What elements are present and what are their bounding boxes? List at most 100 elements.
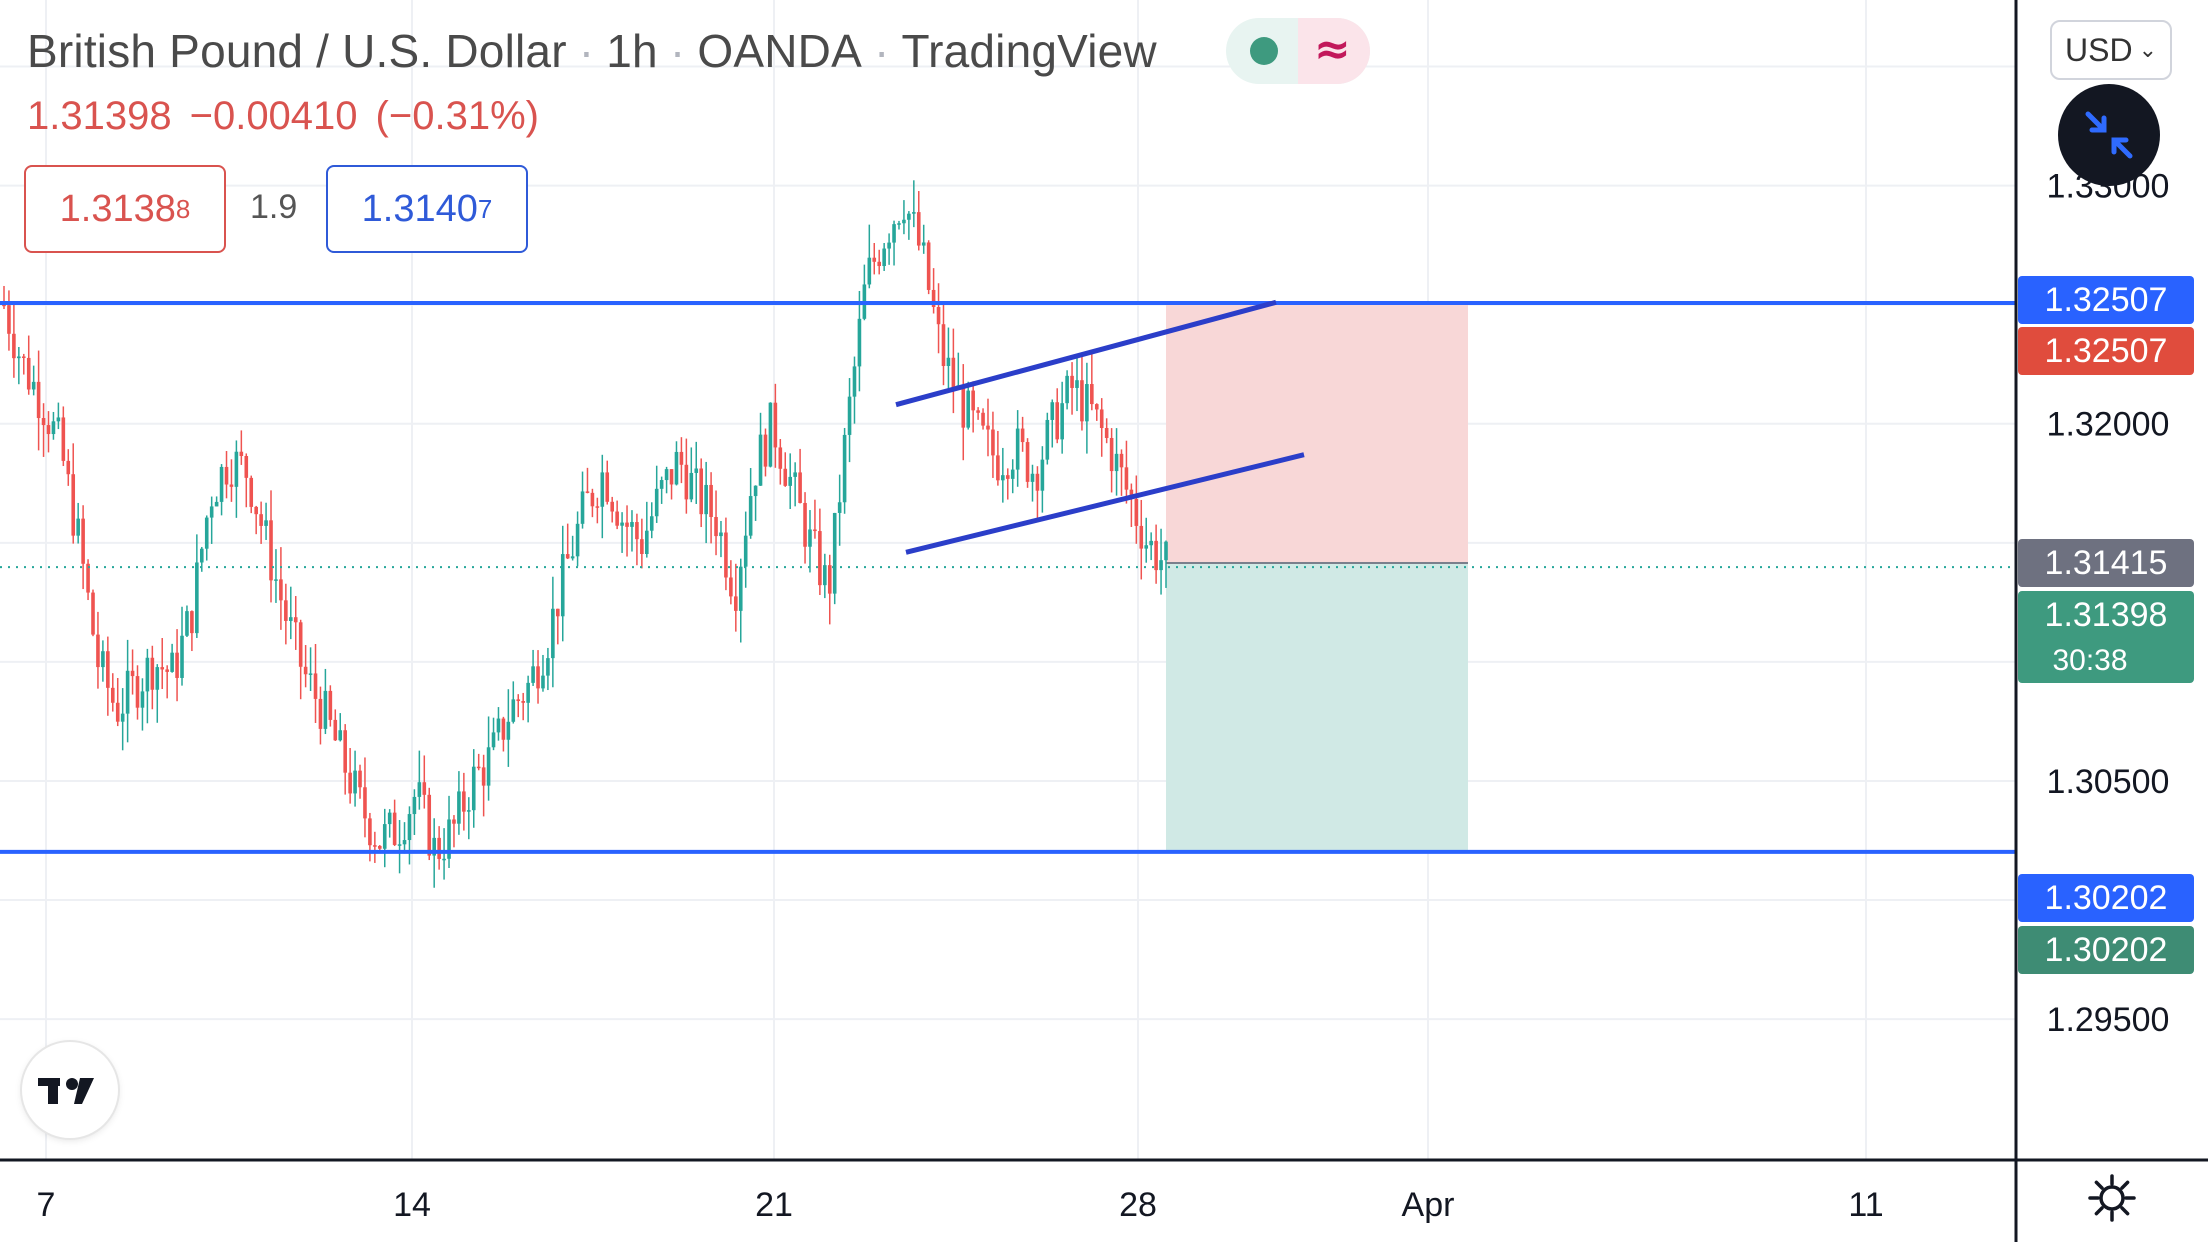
symbol-name: British Pound / U.S. Dollar	[27, 25, 567, 77]
candle-body	[110, 687, 115, 703]
candle-body	[1159, 560, 1163, 571]
candle-body	[1164, 541, 1168, 561]
wave-indicator-icon: ≈	[1314, 24, 1351, 75]
candle-body	[7, 305, 11, 334]
sell-button[interactable]: 1.3138 8	[24, 165, 226, 253]
candle-body	[106, 651, 110, 688]
x-tick-label: Apr	[1402, 1186, 1455, 1224]
candle-body	[140, 691, 145, 708]
candle-body	[249, 477, 254, 507]
candle-body	[897, 223, 901, 225]
candle-body	[743, 535, 748, 567]
y-tick-label: 1.32000	[2047, 406, 2170, 444]
candle-body	[1090, 384, 1094, 405]
candle-body	[709, 484, 713, 518]
candle-body	[1070, 375, 1074, 388]
candle-body	[328, 690, 333, 720]
candle-body	[902, 219, 906, 224]
tradingview-logo[interactable]	[22, 1042, 118, 1138]
candle-body	[1094, 404, 1099, 410]
candle-body	[1144, 545, 1149, 549]
candle-body	[852, 366, 857, 397]
candle-body	[145, 657, 150, 692]
candle-body	[318, 698, 323, 729]
candle-body	[412, 796, 417, 815]
collapse-button[interactable]	[2058, 84, 2160, 186]
candle-body	[536, 666, 540, 689]
candle-body	[590, 492, 595, 507]
candle-body	[773, 402, 778, 448]
candle-body	[818, 531, 822, 586]
settings-gear-icon[interactable]	[2086, 1172, 2138, 1224]
channel-lower-line	[905, 452, 1305, 555]
candle-body	[734, 596, 738, 611]
candle-body	[738, 566, 743, 611]
interval-label[interactable]: 1h	[606, 25, 658, 77]
candle-body	[125, 670, 130, 714]
candle-body	[333, 719, 338, 741]
candle-body	[452, 819, 456, 824]
candle-body	[298, 622, 303, 667]
candle-body	[620, 522, 624, 526]
candle-body	[659, 480, 664, 489]
candle-body	[170, 652, 174, 672]
candle-body	[462, 791, 466, 812]
candle-body	[699, 468, 703, 515]
candle-body	[392, 812, 397, 845]
x-tick-label: 21	[755, 1186, 793, 1224]
candle-body	[615, 511, 619, 526]
price-summary: 1.31398 −0.00410 (−0.31%)	[27, 94, 557, 139]
candle-body	[402, 840, 407, 845]
candle-body	[274, 579, 278, 581]
price-label-badge	[2018, 276, 2194, 324]
candle-body	[916, 212, 921, 246]
candle-body	[46, 425, 51, 435]
channel-trendlines[interactable]	[895, 299, 1305, 555]
horizontal-levels[interactable]	[0, 301, 2016, 854]
candle-body	[214, 501, 219, 507]
buy-button[interactable]: 1.3140 7	[326, 165, 528, 253]
y-tick-label: 1.30500	[2047, 763, 2170, 801]
candle-body	[1050, 402, 1055, 420]
candle-body	[887, 242, 891, 249]
candle-body	[486, 747, 491, 786]
candle-body	[595, 506, 600, 508]
candle-body	[120, 713, 125, 722]
candle-body	[654, 488, 659, 517]
candle-body	[798, 472, 802, 503]
candle-body	[1129, 489, 1134, 499]
candle-body	[86, 563, 90, 593]
candle-body	[66, 460, 71, 475]
candle-body	[808, 529, 812, 547]
candle-body	[689, 472, 694, 500]
market-open-dot-icon	[1250, 37, 1278, 65]
candle-body	[1055, 402, 1060, 440]
candle-body	[491, 732, 496, 748]
candle-body	[481, 767, 486, 786]
candle-body	[966, 390, 971, 428]
currency-selector[interactable]: USD ⌄	[2050, 20, 2172, 80]
candle-body	[907, 213, 911, 220]
candle-body	[407, 814, 412, 841]
candle-body	[971, 390, 975, 411]
symbol-title[interactable]: British Pound / U.S. Dollar · 1h · OANDA · Tra…	[27, 25, 1157, 77]
candle-body	[76, 518, 80, 536]
x-tick-label: 14	[393, 1186, 431, 1224]
platform-label: TradingView	[901, 25, 1157, 77]
candle-body	[813, 529, 817, 532]
candle-body	[417, 782, 422, 797]
candle-body	[115, 702, 120, 722]
candle-body	[1060, 403, 1064, 440]
last-price: 1.31398	[27, 94, 172, 138]
candle-body	[41, 418, 46, 426]
candle-body	[387, 812, 392, 825]
market-status-indicator[interactable]: ≈	[1226, 18, 1370, 84]
countdown-text: 30:38	[2052, 644, 2127, 677]
candle-body	[758, 434, 763, 486]
candle-body	[684, 464, 689, 500]
candle-body	[912, 212, 916, 214]
candle-body	[21, 356, 26, 358]
candle-body	[135, 676, 140, 708]
candle-body	[348, 772, 352, 794]
